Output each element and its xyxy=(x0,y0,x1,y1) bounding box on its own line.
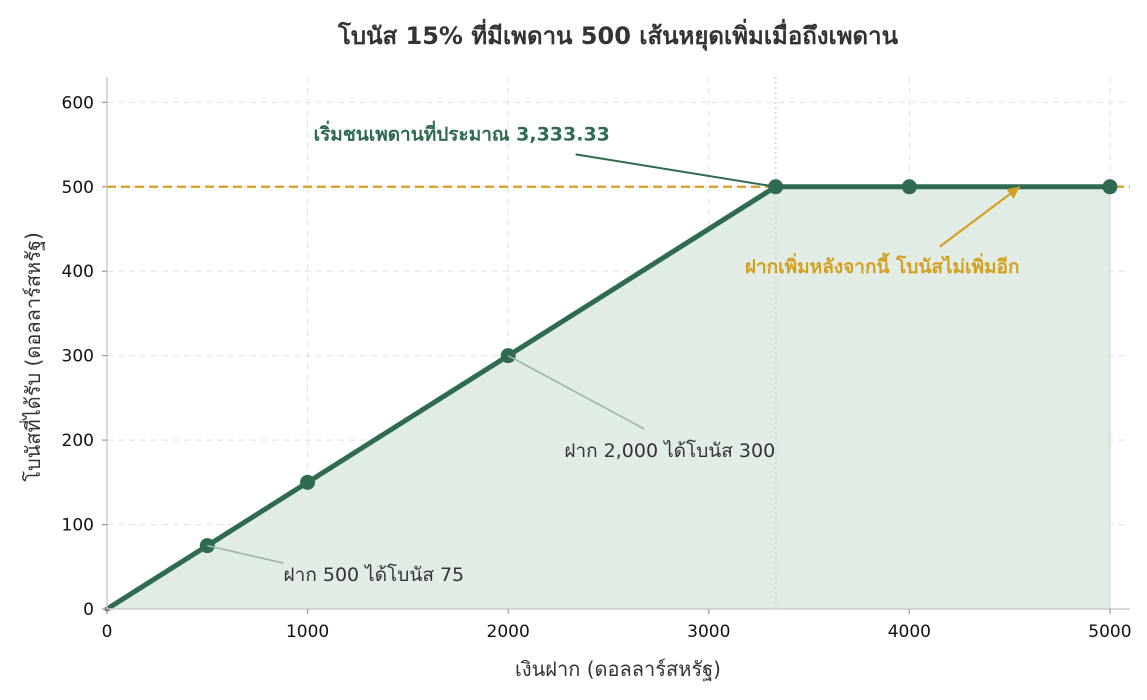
area-fill xyxy=(107,186,1110,609)
y-tick-label: 0 xyxy=(83,600,94,620)
data-point xyxy=(1102,179,1118,195)
data-markers xyxy=(199,179,1118,554)
x-tick-label: 3000 xyxy=(687,622,730,642)
x-tick-label: 4000 xyxy=(888,622,931,642)
y-tick-label: 500 xyxy=(62,178,94,198)
data-point xyxy=(901,179,917,195)
annotation-pointer xyxy=(207,544,284,564)
annotation-label: ฝาก 500 ได้โบนัส 75 xyxy=(284,563,465,586)
annotation-pointer xyxy=(575,153,776,188)
annotation-label: ฝาก 2,000 ได้โบนัส 300 xyxy=(564,439,775,462)
x-tick-label: 1000 xyxy=(286,622,329,642)
x-tick-label: 0 xyxy=(102,622,113,642)
x-tick-label: 2000 xyxy=(487,622,530,642)
annotation-pointer xyxy=(507,354,645,430)
annotation-arrowhead xyxy=(1006,186,1020,199)
annotation-label: เริ่มชนเพดานที่ประมาณ 3,333.33 xyxy=(314,120,610,145)
y-tick-label: 200 xyxy=(62,431,94,451)
y-tick-label: 600 xyxy=(62,93,94,113)
axes: 0 1000 2000 3000 4000 5000 0 100 200 300 400 500 600 xyxy=(62,77,1132,642)
x-tick-label: 5000 xyxy=(1088,622,1131,642)
y-tick-label: 400 xyxy=(62,262,94,282)
chart-title: โบนัส 15% ที่มีเพดาน 500 เส้นหยุดเพิ่มเม… xyxy=(337,18,899,52)
x-axis-title: เงินฝาก (ดอลลาร์สหรัฐ) xyxy=(515,657,721,681)
data-point xyxy=(300,474,316,490)
annotation-pointer xyxy=(939,185,1021,248)
y-tick-label: 300 xyxy=(62,347,94,367)
reference-lines xyxy=(107,77,1130,609)
y-tick-label: 100 xyxy=(62,516,94,536)
annotation-label: ฝากเพิ่มหลังจากนี้ โบนัสไม่เพิ่มอีก xyxy=(745,252,1020,278)
y-axis-title: โบนัสที่ได้รับ (ดอลลาร์สหรัฐ) xyxy=(19,232,45,482)
area-fill-layer xyxy=(107,186,1111,609)
annotations: เริ่มชนเพดานที่ประมาณ 3,333.33 ฝากเพิ่มหล… xyxy=(207,120,1021,586)
